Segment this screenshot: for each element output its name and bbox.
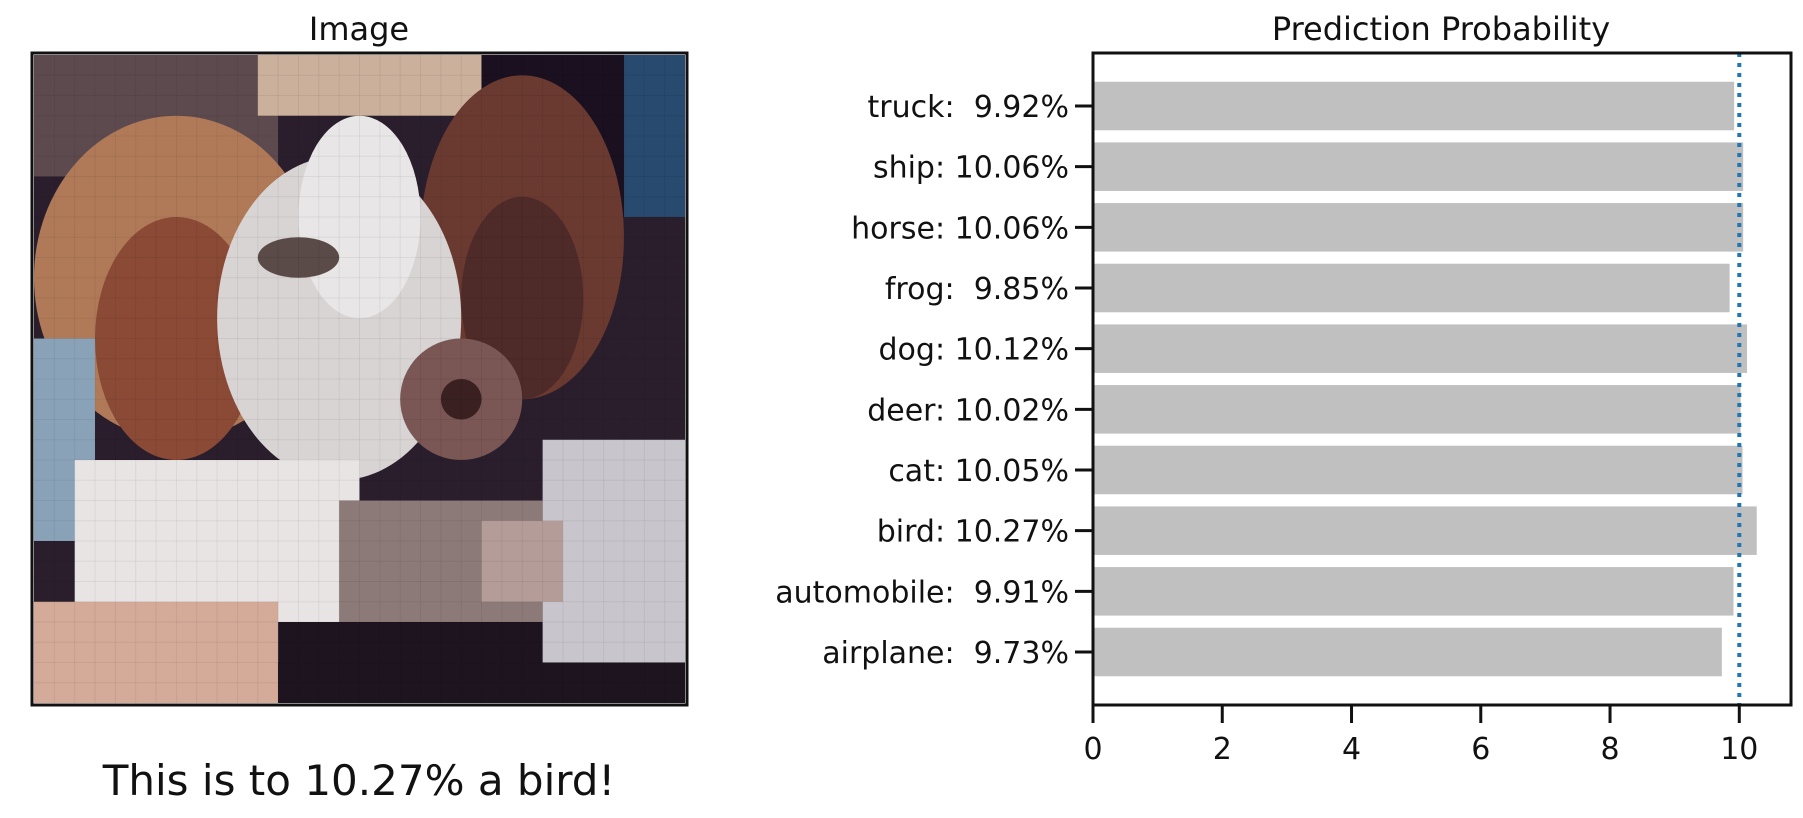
y-tick-label-airplane: airplane: 9.73% <box>822 636 1069 671</box>
image-region <box>257 237 340 278</box>
x-tick-label: 6 <box>1471 732 1490 767</box>
bar-ship <box>1093 142 1744 191</box>
image-caption: This is to 10.27% a bird! <box>102 756 616 805</box>
image-region <box>95 217 258 460</box>
y-tick-label-deer: deer: 10.02% <box>867 393 1069 428</box>
bar-truck <box>1093 81 1735 131</box>
image-region <box>542 439 685 663</box>
image-region <box>257 55 482 116</box>
bar-dog <box>1093 324 1748 373</box>
bar-cat <box>1093 445 1743 495</box>
image-title: Image <box>309 10 409 48</box>
y-tick-label-cat: cat: 10.05% <box>888 454 1069 489</box>
image-frame <box>30 51 689 707</box>
image-region <box>440 379 482 420</box>
y-tick-label-truck: truck: 9.92% <box>868 90 1069 125</box>
bar-horse <box>1093 203 1744 252</box>
x-tick-label: 2 <box>1213 732 1232 767</box>
bar-airplane <box>1093 627 1722 677</box>
y-tick-label-horse: horse: 10.06% <box>851 211 1069 246</box>
y-tick-label-ship: ship: 10.06% <box>873 151 1069 186</box>
plot-frame <box>1091 51 1793 707</box>
bar-frog <box>1093 263 1730 313</box>
bar-deer <box>1093 385 1741 434</box>
x-tick-label: 0 <box>1083 732 1102 767</box>
image-region <box>34 601 279 703</box>
y-axis-ticks: airplane: 9.73% automobile: 9.91% bird: 10… <box>775 90 1093 671</box>
x-tick-label: 8 <box>1600 732 1619 767</box>
y-tick-label-frog: frog: 9.85% <box>885 272 1069 307</box>
x-axis-ticks: 0 2 4 6 8 10 <box>1083 705 1758 767</box>
image-pixel-grid <box>34 55 685 703</box>
bar-automobile <box>1093 567 1734 616</box>
y-tick-label-bird: bird: 10.27% <box>877 515 1069 550</box>
x-tick-label: 10 <box>1720 732 1758 767</box>
chart-title: Prediction Probability <box>1272 10 1610 48</box>
y-tick-label-automobile: automobile: 9.91% <box>775 575 1069 610</box>
bar-series <box>1093 81 1757 677</box>
image-region <box>481 520 563 602</box>
x-tick-label: 4 <box>1342 732 1361 767</box>
y-tick-label-dog: dog: 10.12% <box>879 333 1069 368</box>
image-region <box>623 55 685 217</box>
bar-bird <box>1093 506 1757 555</box>
